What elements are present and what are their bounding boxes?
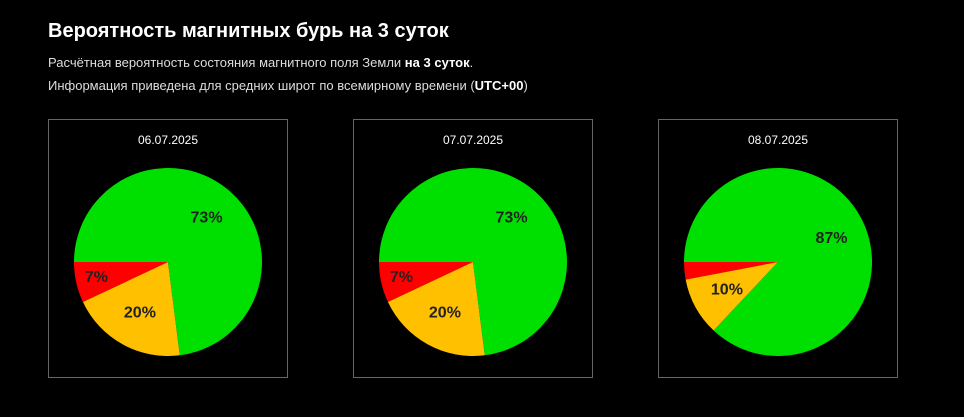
- text: ): [523, 78, 528, 93]
- data-label: 20%: [429, 304, 461, 321]
- pie-slice: [82, 262, 180, 356]
- subtitle: Расчётная вероятность состояния магнитно…: [48, 55, 473, 70]
- data-label: 87%: [815, 230, 847, 247]
- data-label: 20%: [124, 304, 156, 321]
- pie-slice: [379, 168, 567, 356]
- text: на 3 суток: [404, 55, 470, 70]
- pie-slice: [684, 262, 778, 280]
- pie-slice: [74, 262, 168, 303]
- pie-slice: [379, 262, 473, 303]
- pie-slice: [684, 167, 872, 356]
- chart-title: 08.07.2025: [748, 133, 808, 147]
- chart-frame: [353, 119, 593, 378]
- pie-slice: [685, 262, 778, 331]
- title: Вероятность магнитных бурь на 3 суток: [48, 20, 449, 42]
- data-label: 73%: [496, 210, 528, 227]
- text: Информация приведена для средних широт п…: [48, 78, 475, 93]
- data-label: 73%: [191, 210, 223, 227]
- text: Расчётная вероятность состояния магнитно…: [48, 55, 405, 70]
- text: UTC+00: [474, 78, 524, 93]
- chart-frame: [48, 119, 288, 378]
- pie-slice: [387, 262, 485, 356]
- pie-slice: [74, 168, 262, 356]
- data-label: 10%: [711, 281, 743, 298]
- data-label: 7%: [390, 269, 413, 286]
- text: .: [469, 55, 474, 70]
- chart-title: 06.07.2025: [138, 133, 198, 147]
- data-label: 7%: [85, 269, 108, 286]
- chart-title: 07.07.2025: [443, 133, 503, 147]
- subtitle: Информация приведена для средних широт п…: [48, 78, 528, 93]
- chart-frame: [658, 119, 898, 378]
